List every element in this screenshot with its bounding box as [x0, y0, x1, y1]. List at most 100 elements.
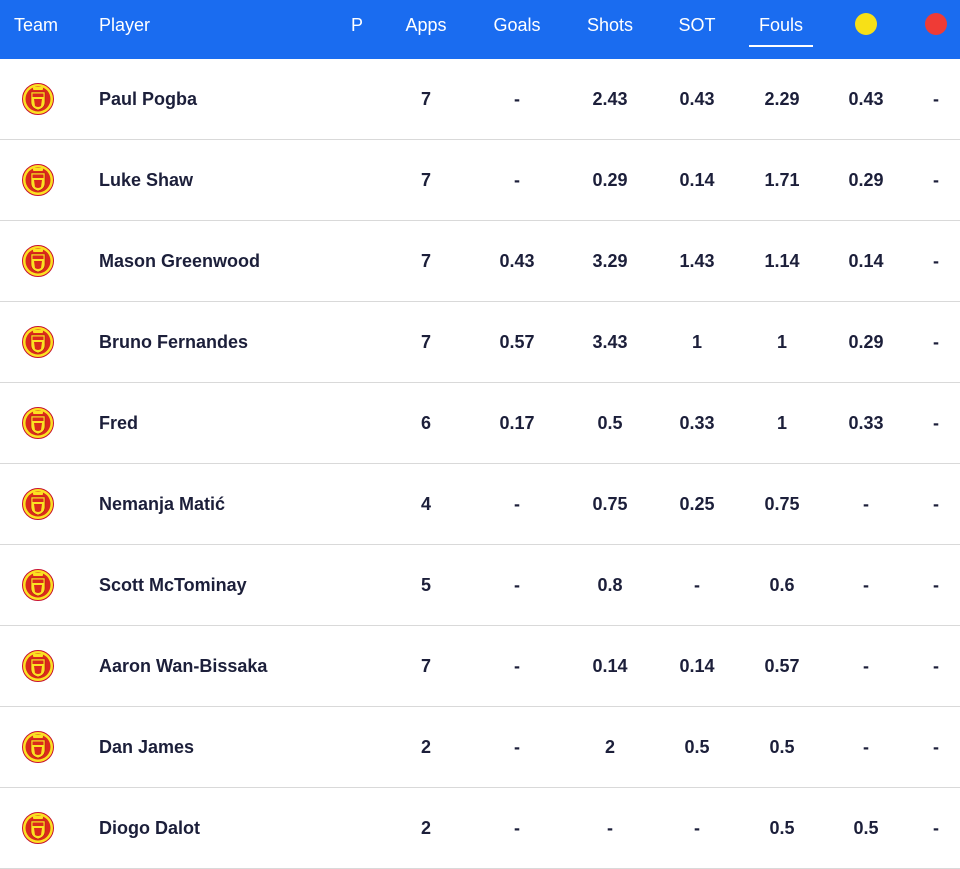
goals-value: - [514, 656, 520, 676]
shots-value: 3.43 [592, 332, 628, 352]
manchester-united-crest-icon [22, 730, 54, 764]
apps-value: 7 [420, 170, 431, 190]
goals-value: - [514, 575, 520, 595]
shots-value: 0.5 [597, 413, 623, 433]
red-cards-value: - [933, 332, 939, 352]
player-name[interactable]: Aaron Wan-Bissaka [99, 656, 268, 676]
table-row[interactable]: Mason Greenwood 7 0.43 3.29 1.43 1.14 0.… [0, 221, 960, 302]
shots-value: 2 [604, 737, 615, 757]
red-cards-value: - [933, 818, 939, 838]
red-cards-value: - [933, 494, 939, 514]
column-header-position[interactable]: P [350, 15, 363, 35]
player-name[interactable]: Paul Pogba [99, 89, 198, 109]
yellow-cards-value: 0.14 [848, 251, 884, 271]
column-header-red-cards[interactable] [920, 0, 952, 59]
table-row[interactable]: Luke Shaw 7 - 0.29 0.14 1.71 0.29 - [0, 140, 960, 221]
column-header-fouls[interactable]: Fouls [749, 0, 813, 59]
yellow-cards-value: - [863, 494, 869, 514]
sot-value: 0.5 [684, 737, 710, 757]
sot-value: 0.25 [679, 494, 715, 514]
sot-value: - [694, 818, 700, 838]
yellow-card-icon [855, 13, 877, 35]
player-position [342, 464, 372, 544]
apps-value: 7 [420, 656, 431, 676]
sot-value: - [694, 575, 700, 595]
player-name[interactable]: Bruno Fernandes [99, 332, 249, 352]
manchester-united-crest-icon [22, 568, 54, 602]
sot-value: 0.43 [679, 89, 715, 109]
sot-value: 0.33 [679, 413, 715, 433]
shots-value: 2.43 [592, 89, 628, 109]
shots-value: 0.14 [592, 656, 628, 676]
table-row[interactable]: Bruno Fernandes 7 0.57 3.43 1 1 0.29 - [0, 302, 960, 383]
table-row[interactable]: Diogo Dalot 2 - - - 0.5 0.5 - [0, 788, 960, 869]
goals-value: - [514, 737, 520, 757]
apps-value: 4 [420, 494, 431, 514]
sot-value: 0.14 [679, 656, 715, 676]
column-header-apps[interactable]: Apps [405, 15, 447, 35]
sot-value: 1.43 [679, 251, 715, 271]
player-name[interactable]: Diogo Dalot [99, 818, 200, 838]
table-row[interactable]: Dan James 2 - 2 0.5 0.5 - - [0, 707, 960, 788]
player-name[interactable]: Nemanja Matić [99, 494, 226, 514]
player-name[interactable]: Mason Greenwood [99, 251, 261, 271]
manchester-united-crest-icon [22, 811, 54, 845]
manchester-united-crest-icon [22, 244, 54, 278]
table-row[interactable]: Fred 6 0.17 0.5 0.33 1 0.33 - [0, 383, 960, 464]
apps-value: 5 [420, 575, 431, 595]
column-header-goals[interactable]: Goals [493, 15, 541, 35]
player-name[interactable]: Fred [99, 413, 139, 433]
sot-value: 0.14 [679, 170, 715, 190]
goals-value: - [514, 818, 520, 838]
shots-value: 3.29 [592, 251, 628, 271]
table-header: Team Player P Apps Goals Shots SOT Fouls [0, 0, 960, 59]
column-header-shots[interactable]: Shots [586, 15, 634, 35]
apps-value: 2 [420, 818, 431, 838]
yellow-cards-value: 0.43 [848, 89, 884, 109]
yellow-cards-value: 0.29 [848, 332, 884, 352]
shots-value: - [607, 818, 613, 838]
player-name[interactable]: Scott McTominay [99, 575, 247, 595]
column-header-team[interactable]: Team [14, 15, 59, 35]
yellow-cards-value: 0.5 [853, 818, 879, 838]
table-row[interactable]: Scott McTominay 5 - 0.8 - 0.6 - - [0, 545, 960, 626]
apps-value: 6 [420, 413, 431, 433]
table-row[interactable]: Aaron Wan-Bissaka 7 - 0.14 0.14 0.57 - - [0, 626, 960, 707]
table-body: Paul Pogba 7 - 2.43 0.43 2.29 0.43 - Luk… [0, 59, 960, 869]
fouls-value: 0.75 [764, 494, 800, 514]
manchester-united-crest-icon [22, 406, 54, 440]
red-cards-value: - [933, 170, 939, 190]
fouls-value: 1 [776, 413, 787, 433]
player-position [342, 626, 372, 706]
player-position [342, 302, 372, 382]
player-position [342, 59, 372, 139]
column-header-yellow-cards[interactable] [850, 0, 882, 59]
red-card-icon [925, 13, 947, 35]
column-header-sot[interactable]: SOT [678, 15, 716, 35]
fouls-value: 0.57 [764, 656, 800, 676]
table-row[interactable]: Nemanja Matić 4 - 0.75 0.25 0.75 - - [0, 464, 960, 545]
shots-value: 0.8 [597, 575, 623, 595]
apps-value: 2 [420, 737, 431, 757]
goals-value: - [514, 170, 520, 190]
yellow-cards-value: - [863, 737, 869, 757]
fouls-value: 1.71 [764, 170, 800, 190]
manchester-united-crest-icon [22, 487, 54, 521]
active-sort-indicator [749, 45, 813, 47]
yellow-cards-value: 0.33 [848, 413, 884, 433]
player-name[interactable]: Dan James [99, 737, 195, 757]
goals-value: 0.17 [499, 413, 535, 433]
player-position [342, 707, 372, 787]
goals-value: - [514, 494, 520, 514]
goals-value: 0.43 [499, 251, 535, 271]
fouls-value: 2.29 [764, 89, 800, 109]
yellow-cards-value: - [863, 575, 869, 595]
red-cards-value: - [933, 89, 939, 109]
column-header-player[interactable]: Player [99, 15, 151, 35]
manchester-united-crest-icon [22, 325, 54, 359]
yellow-cards-value: 0.29 [848, 170, 884, 190]
player-name[interactable]: Luke Shaw [99, 170, 194, 190]
table-row[interactable]: Paul Pogba 7 - 2.43 0.43 2.29 0.43 - [0, 59, 960, 140]
red-cards-value: - [933, 413, 939, 433]
